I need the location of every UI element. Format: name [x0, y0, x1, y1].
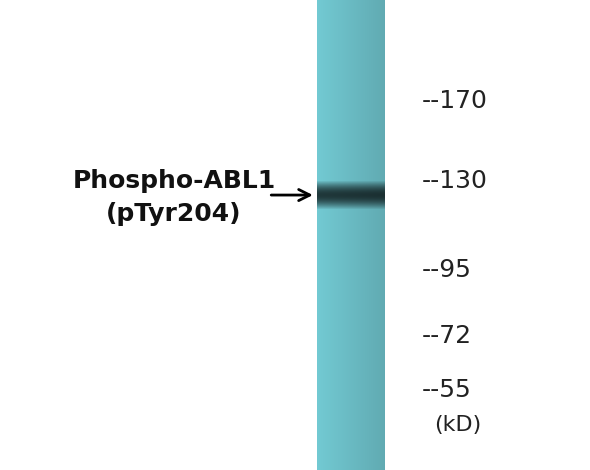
Text: --170: --170: [422, 89, 488, 113]
Text: --55: --55: [422, 378, 471, 402]
Text: (pTyr204): (pTyr204): [106, 202, 242, 226]
Text: (kD): (kD): [434, 415, 481, 435]
Text: Phospho-ABL1: Phospho-ABL1: [73, 169, 276, 193]
Text: --130: --130: [422, 169, 488, 193]
Text: --95: --95: [422, 258, 472, 282]
Text: --72: --72: [422, 324, 472, 348]
